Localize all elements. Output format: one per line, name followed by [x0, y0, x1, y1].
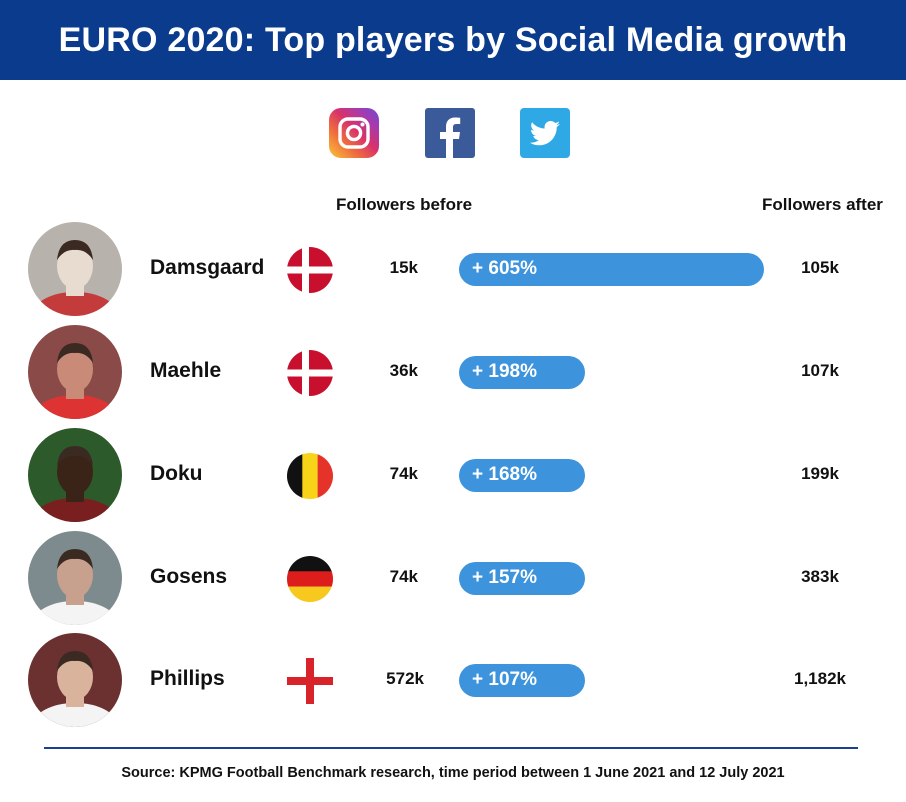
belgium-flag-icon	[287, 453, 333, 499]
player-row: Damsgaard 15k + 605% 105k	[0, 222, 906, 318]
followers-after-value: 1,182k	[794, 669, 846, 688]
social-icons	[0, 108, 906, 158]
footer-divider	[44, 747, 858, 749]
growth-bar-label: + 157%	[472, 567, 537, 588]
followers-after-value: 383k	[801, 567, 839, 586]
followers-after-value: 105k	[801, 258, 839, 277]
player-row: Doku 74k + 168% 199k	[0, 428, 906, 524]
instagram-icon	[329, 108, 379, 158]
growth-bar	[459, 562, 585, 595]
growth-bar-label: + 605%	[472, 258, 537, 279]
header-banner: EURO 2020: Top players by Social Media g…	[0, 0, 906, 80]
twitter-icon	[520, 108, 570, 158]
growth-bar-label: + 198%	[472, 361, 537, 382]
followers-before-header: Followers before	[336, 195, 473, 214]
player-row: Gosens 74k + 157% 383k	[0, 531, 906, 627]
player-avatar	[28, 633, 122, 727]
followers-after-header: Followers after	[762, 195, 883, 214]
growth-bar	[459, 253, 764, 286]
player-avatar	[28, 222, 122, 316]
player-name: Maehle	[150, 359, 222, 382]
growth-bar-label: + 168%	[472, 464, 537, 485]
player-row: Phillips 572k + 107% 1,182k	[0, 633, 906, 729]
followers-after-value: 199k	[801, 464, 839, 483]
player-name: Phillips	[150, 667, 225, 690]
player-avatar	[28, 531, 122, 625]
facebook-icon	[425, 108, 475, 158]
followers-before-value: 74k	[389, 464, 418, 483]
player-name: Doku	[150, 462, 203, 485]
followers-before-value: 15k	[389, 258, 418, 277]
denmark-flag-icon	[287, 247, 333, 293]
growth-bar	[459, 664, 585, 697]
germany-flag-icon	[287, 556, 333, 602]
followers-before-value: 572k	[386, 669, 424, 688]
player-avatar	[28, 428, 122, 522]
followers-before-value: 36k	[389, 361, 418, 380]
growth-bar	[459, 356, 585, 389]
followers-after-value: 107k	[801, 361, 839, 380]
growth-bar-label: + 107%	[472, 669, 537, 690]
player-name: Gosens	[150, 565, 228, 588]
player-row: Maehle 36k + 198% 107k	[0, 325, 906, 421]
denmark-flag-icon	[287, 350, 333, 396]
followers-before-value: 74k	[389, 567, 418, 586]
source-note: Source: KPMG Football Benchmark research…	[121, 765, 785, 781]
chart-title: EURO 2020: Top players by Social Media g…	[58, 20, 848, 59]
growth-bar	[459, 459, 585, 492]
player-avatar	[28, 325, 122, 419]
england-flag-icon	[287, 658, 333, 704]
player-name: Damsgaard	[150, 256, 265, 279]
